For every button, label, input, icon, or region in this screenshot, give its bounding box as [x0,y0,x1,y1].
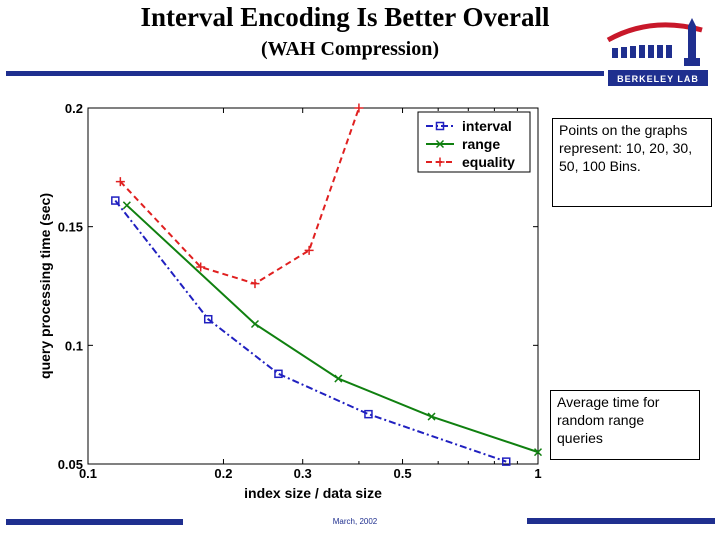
data-point-equality [250,279,260,289]
slide-subtitle: (WAH Compression) [261,38,439,60]
data-point-interval [501,457,511,466]
data-point-range [427,412,436,421]
legend-label-interval: interval [462,118,512,134]
data-point-interval [111,196,120,205]
slide-title: Interval Encoding Is Better Overall [140,2,550,32]
y-tick-label: 0.15 [58,220,83,235]
data-point-equality [196,262,206,272]
series-range [122,201,543,457]
footer-rule-right [527,518,715,524]
y-axis-label: query processing time (sec) [37,193,53,379]
series-interval [111,196,511,466]
y-tick-label: 0.05 [58,457,83,472]
berkeley-lab-logo: BERKELEY LAB [606,18,708,86]
data-point-interval [364,409,373,419]
header-rule-end [594,71,604,76]
data-point-range [122,201,131,210]
y-tick-label: 0.1 [65,338,83,353]
y-tick-label: 0.2 [65,101,83,116]
x-tick-label: 0.3 [294,466,312,481]
series-equality [115,103,364,289]
bins-note: Points on the graphs represent: 10, 20, … [552,118,712,207]
data-point-interval [274,369,283,379]
data-point-range [334,374,343,383]
footer-date: March, 2002 [332,517,378,526]
x-tick-label: 1 [534,466,541,481]
logo-text: BERKELEY LAB [617,74,699,84]
footer-rule-left [6,519,183,525]
x-tick-label: 0.1 [79,466,97,481]
legend-label-range: range [462,136,500,152]
data-point-interval [203,314,213,324]
legend: interval range equality [417,111,531,173]
legend-marker-equality [435,157,445,167]
data-point-equality [115,177,125,187]
legend-marker-range [435,139,445,149]
data-point-equality [304,245,314,255]
data-point-range [250,319,260,329]
series-layer [111,103,543,466]
x-tick-label: 0.5 [393,466,411,481]
header-rule [6,71,594,76]
legend-marker-interval [435,121,445,131]
axes: 0.1 0.2 0.3 0.5 10.050.10.150.2 [58,101,542,481]
legend-label-equality: equality [462,154,515,170]
average-note: Average time for random range queries [550,390,700,460]
data-point-equality [354,103,364,113]
series-line-interval [114,199,507,463]
data-point-range [533,448,543,457]
x-tick-label: 0.2 [214,466,232,481]
x-axis-label: index size / data size [244,485,382,501]
